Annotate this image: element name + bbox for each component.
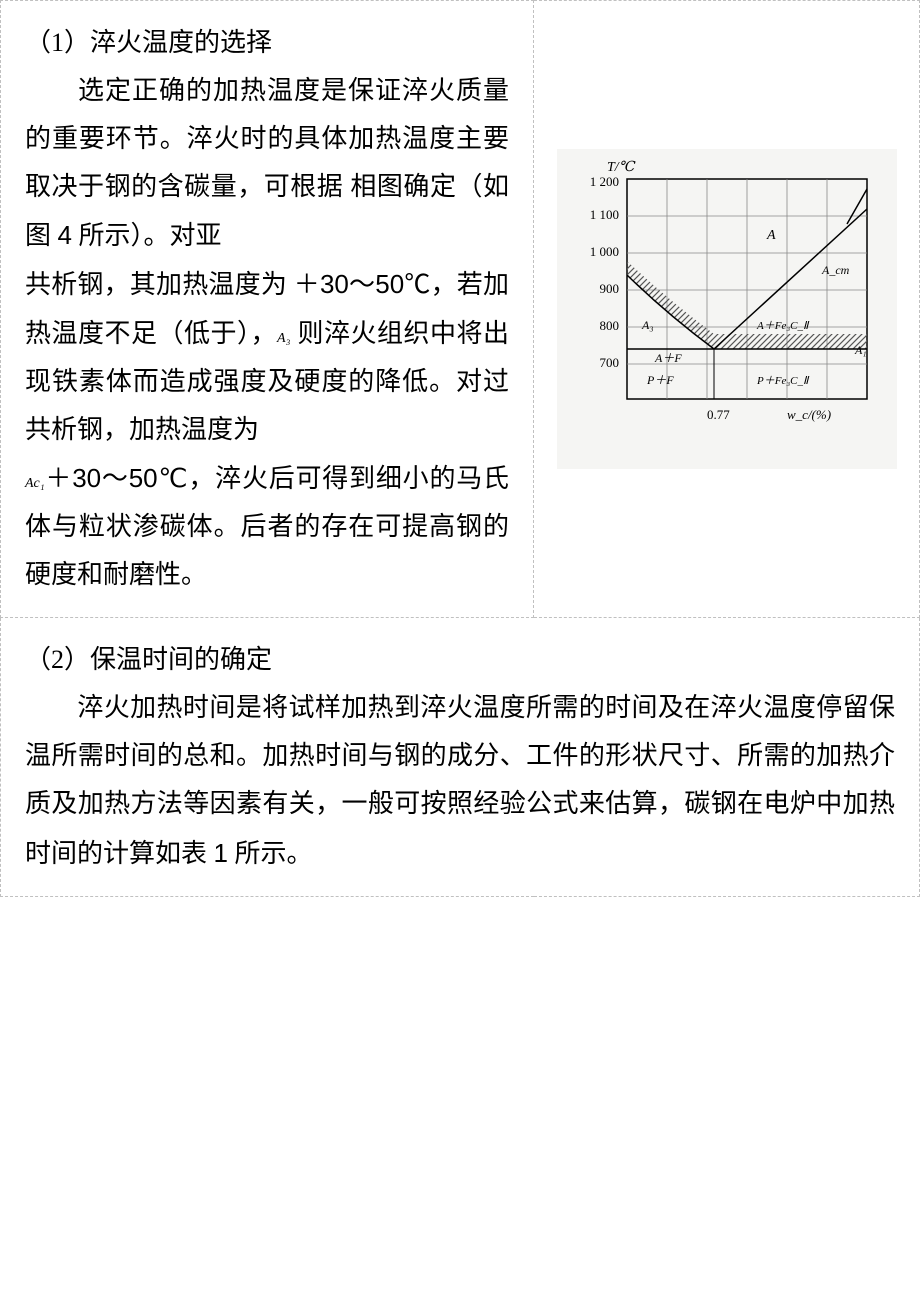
s1-p1b: 所示）。对亚 [72,221,222,250]
s1-p2a: 共析钢，其加热温度为 ＋ [25,270,320,299]
phase-diagram-cell: T/℃ [534,1,920,618]
region-A: A [766,228,776,243]
region-AFe3C: A＋Fe₃C_Ⅱ [756,320,810,332]
ytick-700: 700 [599,355,619,370]
xtick-077: 0.77 [707,407,730,422]
region-Acm: A_cm [821,263,850,277]
ytick-900: 900 [599,281,619,296]
ytick-1100: 1 100 [589,207,618,222]
section2-heading: （2）保温时间的确定 [25,645,272,674]
s1-p3-range: 30～50 [72,463,157,493]
region-PF: P＋F [646,373,674,387]
document-table: （1）淬火温度的选择 选定正确的加热温度是保证淬火质量的重要环节。淬火时的具体加… [0,0,920,897]
ytick-1200: 1 200 [589,174,618,189]
s1-p3-sym: Ac₁ [25,476,45,491]
region-A3: A₃ [641,318,654,332]
s2-body-a: 淬火加热时间是将试样加热到淬火温度所需的时间及在淬火温度停留保温所需时间的总和。… [25,693,895,867]
region-PFe3C: P＋Fe₃C_Ⅱ [756,375,810,387]
s1-p2-range: 30～50 [320,269,404,299]
region-AF: A＋F [654,351,682,365]
section1-text-cell: （1）淬火温度的选择 选定正确的加热温度是保证淬火质量的重要环节。淬火时的具体加… [1,1,534,618]
s1-p3a: ＋ [45,464,73,493]
s1-p2-sym: A₃ [277,331,290,346]
region-A1: A₁ [854,343,867,357]
section2-content: （2）保温时间的确定 淬火加热时间是将试样加热到淬火温度所需的时间及在淬火温度停… [25,636,895,877]
x-axis-label: w_c/(%) [787,407,831,422]
ytick-800: 800 [599,318,619,333]
section2-cell: （2）保温时间的确定 淬火加热时间是将试样加热到淬火温度所需的时间及在淬火温度停… [1,618,920,896]
section1-content: （1）淬火温度的选择 选定正确的加热温度是保证淬火质量的重要环节。淬火时的具体加… [25,19,509,599]
s2-tab-num: 1 [214,838,228,868]
phase-diagram: T/℃ [557,149,897,469]
s2-body-b: 所示。 [228,839,313,868]
ytick-1000: 1 000 [589,244,618,259]
s1-fig-num: 4 [58,220,72,250]
y-axis-label: T/℃ [607,160,636,175]
section1-heading: （1）淬火温度的选择 [25,28,272,57]
